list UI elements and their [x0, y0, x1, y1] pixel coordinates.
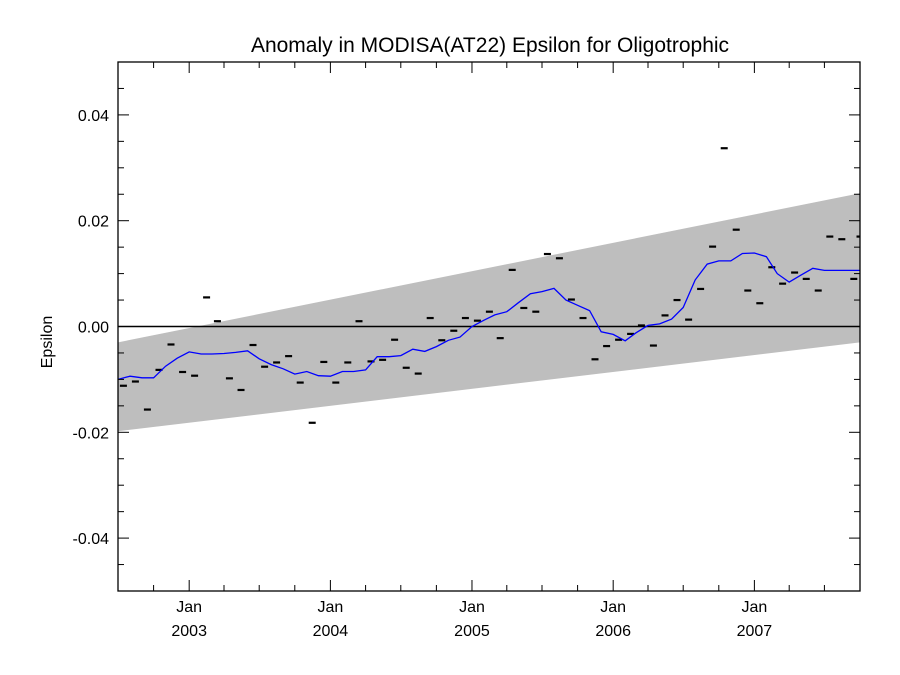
- y-axis-label: Epsilon: [39, 316, 56, 368]
- series-line: [118, 252, 860, 381]
- x-tick-label-year: 2005: [454, 623, 490, 640]
- x-tick-label-month: Jan: [317, 599, 343, 616]
- x-tick-label-month: Jan: [741, 599, 767, 616]
- x-tick-label-year: 2007: [737, 623, 773, 640]
- y-tick-label: 0.02: [78, 214, 109, 231]
- y-tick-label: 0.04: [78, 108, 109, 125]
- plot-area: 0.04 0.02 0.00 -0.02 -0.04 Jan 2003 Jan 2004 Jan 2…: [73, 61, 861, 640]
- chart-title: Anomaly in MODISA(AT22) Epsilon for Olig…: [251, 34, 729, 57]
- y-tick-label: 0.00: [78, 320, 109, 337]
- x-tick-label-month: Jan: [459, 599, 485, 616]
- x-tick-label-year: 2006: [595, 623, 631, 640]
- x-tick-label-month: Jan: [600, 599, 626, 616]
- y-tick-label: -0.04: [73, 531, 110, 548]
- x-tick-label-year: 2004: [313, 623, 349, 640]
- x-tick-label-month: Jan: [176, 599, 202, 616]
- y-tick-label: -0.02: [73, 425, 110, 442]
- x-tick-label-year: 2003: [171, 623, 207, 640]
